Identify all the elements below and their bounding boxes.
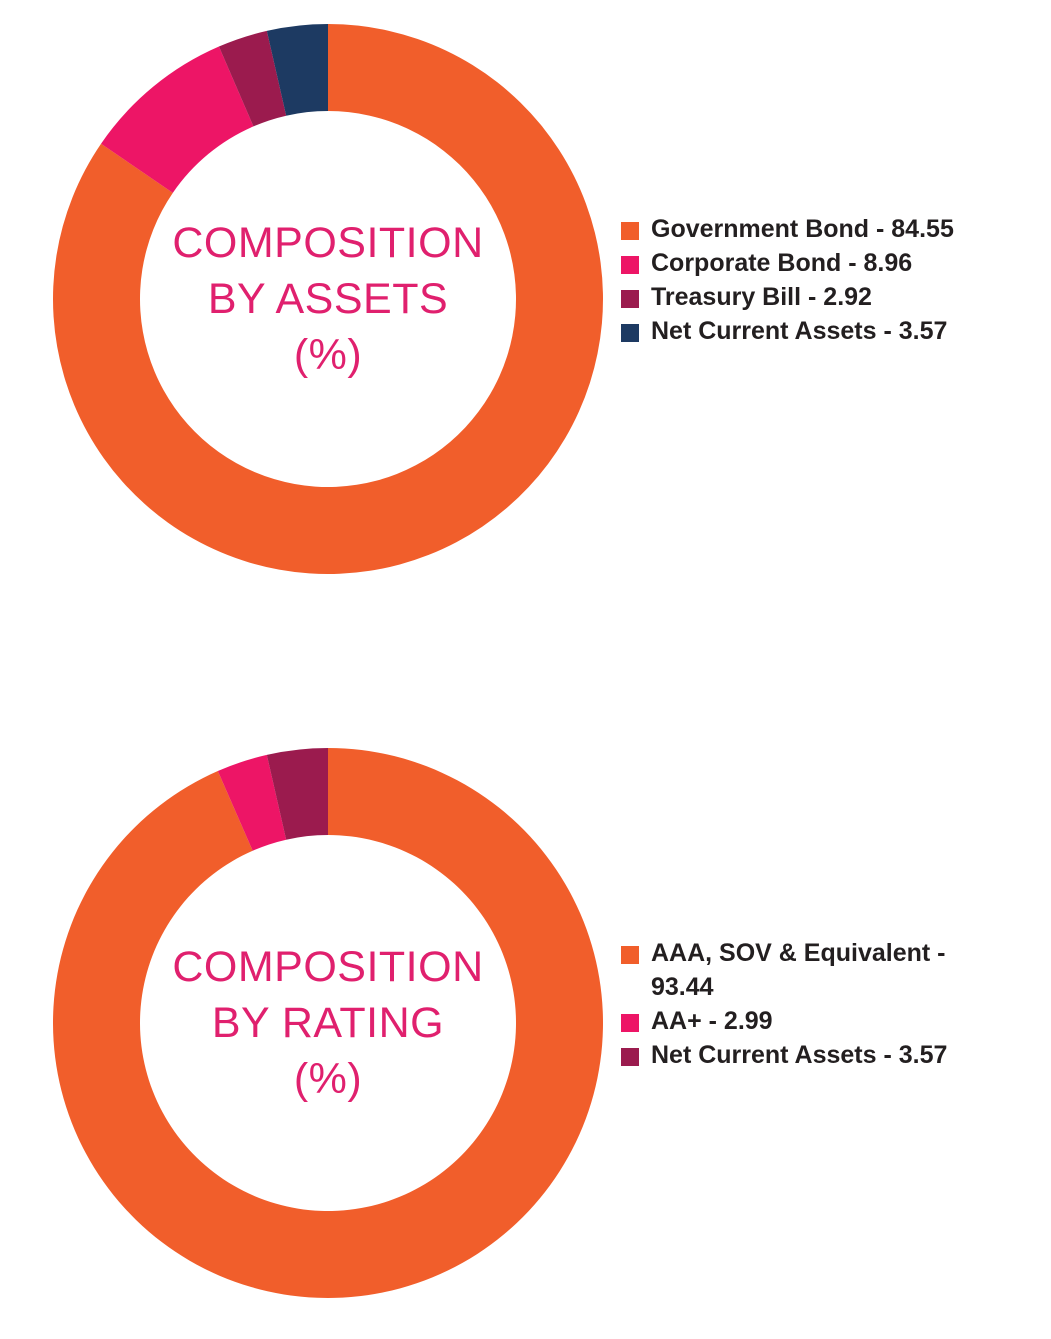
legend-swatch [621,256,639,274]
legend-label: Treasury Bill - 2.92 [651,283,872,311]
slice-net-current-assets [266,748,328,840]
legend-swatch [621,324,639,342]
slice-government-bond [53,24,603,574]
legend-label: Government Bond - 84.55 [651,215,954,243]
slice-corporate-bond [101,46,254,193]
legend-item-corporate-bond: Corporate Bond - 8.96 [621,246,1011,280]
legend-item-aa-plus: AA+ - 2.99 [621,1004,1011,1038]
assets-legend: Government Bond - 84.55 Corporate Bond -… [621,212,1011,348]
slice-treasury-bill [218,30,287,127]
slice-net-current-assets [266,24,328,116]
assets-chart-block: COMPOSITION BY ASSETS (%) Government Bon… [0,22,1051,582]
slice-aa [217,754,287,851]
legend-label: Net Current Assets - 3.57 [651,317,948,345]
legend-swatch [621,946,639,964]
rating-legend: AAA, SOV & Equivalent - 93.44 AA+ - 2.99… [621,936,1011,1072]
legend-item-net-current-assets: Net Current Assets - 3.57 [621,314,1011,348]
legend-item-government-bond: Government Bond - 84.55 [621,212,1011,246]
legend-item-treasury-bill: Treasury Bill - 2.92 [621,280,1011,314]
legend-swatch [621,290,639,308]
legend-item-aaa-sov-equivalent: AAA, SOV & Equivalent - 93.44 [621,936,1011,1004]
legend-swatch [621,222,639,240]
legend-item-net-current-assets: Net Current Assets - 3.57 [621,1038,1011,1072]
assets-donut-chart [53,24,603,574]
rating-chart-block: COMPOSITION BY RATING (%) AAA, SOV & Equ… [0,746,1051,1306]
legend-swatch [621,1014,639,1032]
legend-label: AAA, SOV & Equivalent - 93.44 [651,939,946,1001]
legend-label: AA+ - 2.99 [651,1007,773,1035]
legend-swatch [621,1048,639,1066]
legend-label: Corporate Bond - 8.96 [651,249,913,277]
slice-aaa-sov-equivalent [52,748,603,1298]
rating-donut-chart [52,748,603,1298]
legend-label: Net Current Assets - 3.57 [651,1041,948,1069]
